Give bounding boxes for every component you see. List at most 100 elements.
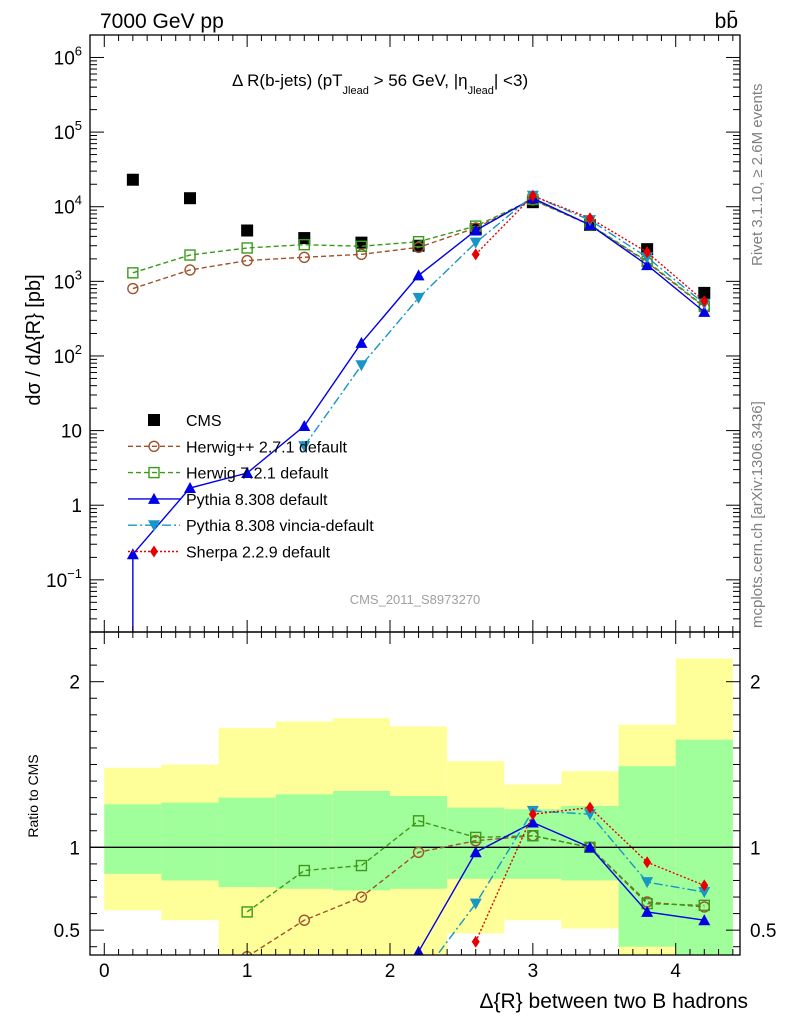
- band-inner: [275, 794, 333, 889]
- band-inner: [390, 795, 448, 889]
- ratio-frame: [89, 631, 741, 956]
- y-tick-label: 1: [69, 838, 80, 859]
- series-line-herwig7: [132, 198, 705, 308]
- y-tick-label: 10−1: [46, 566, 82, 592]
- data-point: [700, 879, 709, 892]
- data-point: [355, 891, 368, 903]
- data-point: [150, 545, 158, 558]
- series-line-vincia: [303, 194, 705, 447]
- data-point: [413, 975, 425, 986]
- title-suffix: | <3): [494, 71, 528, 90]
- data-point: [127, 267, 139, 279]
- data-point: [471, 935, 480, 948]
- legend-item-pythia: Pythia 8.308 default: [128, 492, 328, 509]
- data-point: [584, 809, 596, 821]
- main-series-group: [126, 173, 711, 632]
- ratio-uncertainty-bands: [104, 658, 733, 955]
- data-point: [412, 241, 425, 254]
- y-tick-label: 10: [61, 422, 82, 443]
- data-point: [298, 914, 310, 926]
- data-point: [148, 466, 160, 479]
- band-inner: [161, 802, 219, 881]
- legend-item-cms: CMS: [148, 413, 222, 430]
- data-point: [698, 286, 711, 299]
- y-tick-label: 1: [71, 496, 82, 517]
- data-point: [126, 173, 139, 186]
- band-inner: [218, 797, 276, 888]
- legend-item-vincia: Pythia 8.308 vincia-default: [128, 518, 374, 535]
- data-point: [469, 237, 482, 249]
- data-point: [184, 264, 196, 276]
- data-point: [355, 859, 368, 872]
- data-point: [471, 248, 480, 261]
- data-point: [643, 246, 652, 259]
- data-point: [412, 815, 425, 827]
- band-inner: [447, 807, 505, 879]
- x-axis-label: Δ{R} between two B hadrons: [479, 990, 748, 1013]
- data-point: [148, 414, 160, 426]
- data-point: [643, 856, 652, 869]
- data-point: [298, 420, 311, 432]
- x-tick-label: 0: [99, 961, 110, 982]
- y-tick-label: 104: [54, 193, 82, 219]
- data-point: [148, 440, 160, 452]
- y-tick-label: 105: [54, 118, 82, 144]
- ratio-line-herwig_pp: [248, 835, 705, 955]
- data-point: [355, 336, 368, 348]
- x-ticks: 0 1 2 3 4: [89, 35, 734, 982]
- rivet-label: Rivet 3.1.10, ≥ 2.6M events: [749, 84, 766, 267]
- data-point: [586, 212, 594, 225]
- data-point: [298, 232, 311, 245]
- y-tick-label: 2: [750, 673, 761, 694]
- title-middle: > 56 GeV, |η: [369, 71, 468, 90]
- ratio-line-vincia: [436, 810, 705, 955]
- data-point: [355, 360, 368, 372]
- ratio-series-herwig7: [241, 815, 710, 918]
- data-point: [241, 224, 254, 237]
- data-point: [184, 482, 196, 494]
- data-point: [148, 520, 160, 532]
- data-point: [412, 846, 425, 859]
- data-point: [470, 831, 482, 844]
- title-prefix: Δ R(b-jets) (pT: [232, 71, 343, 90]
- data-point: [126, 548, 139, 560]
- main-title: Δ R(b-jets) (pTJlead > 56 GeV, |ηJlead| …: [232, 71, 528, 97]
- data-point: [469, 898, 482, 910]
- legend-label: Herwig++ 2.7.1 default: [186, 439, 348, 456]
- ratio-line-herwig7: [246, 820, 705, 913]
- data-point: [641, 905, 654, 917]
- legend-item-herwig_pp: Herwig++ 2.7.1 default: [128, 439, 348, 456]
- data-point: [355, 240, 368, 252]
- ratio-line-pythia: [417, 821, 705, 953]
- series-sherpa: [471, 189, 709, 308]
- data-point: [298, 441, 311, 453]
- data-point: [584, 841, 596, 853]
- y-tick-label: 0.5: [750, 921, 776, 942]
- x-tick-label: 1: [242, 961, 253, 982]
- data-point: [469, 224, 482, 236]
- data-point: [241, 254, 253, 267]
- data-point: [298, 238, 310, 251]
- x-tick-label: 3: [528, 961, 539, 982]
- y-tick-label: 103: [54, 267, 82, 293]
- main-y-axis-label: dσ / dΔ{R} [pb]: [23, 274, 45, 405]
- x-tick-label: 2: [385, 961, 396, 982]
- energy-label: 7000 GeV pp: [100, 10, 224, 33]
- data-point: [641, 259, 654, 271]
- ratio-panel: 0 1 2 3 4 0.5 0.5 1 1 2 2: [54, 35, 776, 986]
- legend-label: Herwig 7.2.1 default: [186, 466, 329, 483]
- data-point: [412, 269, 425, 281]
- data-point: [184, 192, 196, 205]
- ratio-series-group: [241, 801, 711, 986]
- data-point: [698, 899, 710, 912]
- data-point: [528, 189, 537, 202]
- legend-label: Pythia 8.308 default: [186, 492, 328, 509]
- data-point: [528, 808, 537, 821]
- legend: CMS Herwig++ 2.7.1 default Herwig 7.2.1 de…: [128, 413, 374, 562]
- data-point: [184, 249, 196, 261]
- data-point: [127, 282, 139, 295]
- ratio-y-axis-label: Ratio to CMS: [25, 754, 41, 837]
- ratio-series-sherpa: [471, 801, 709, 948]
- band-inner: [104, 804, 162, 874]
